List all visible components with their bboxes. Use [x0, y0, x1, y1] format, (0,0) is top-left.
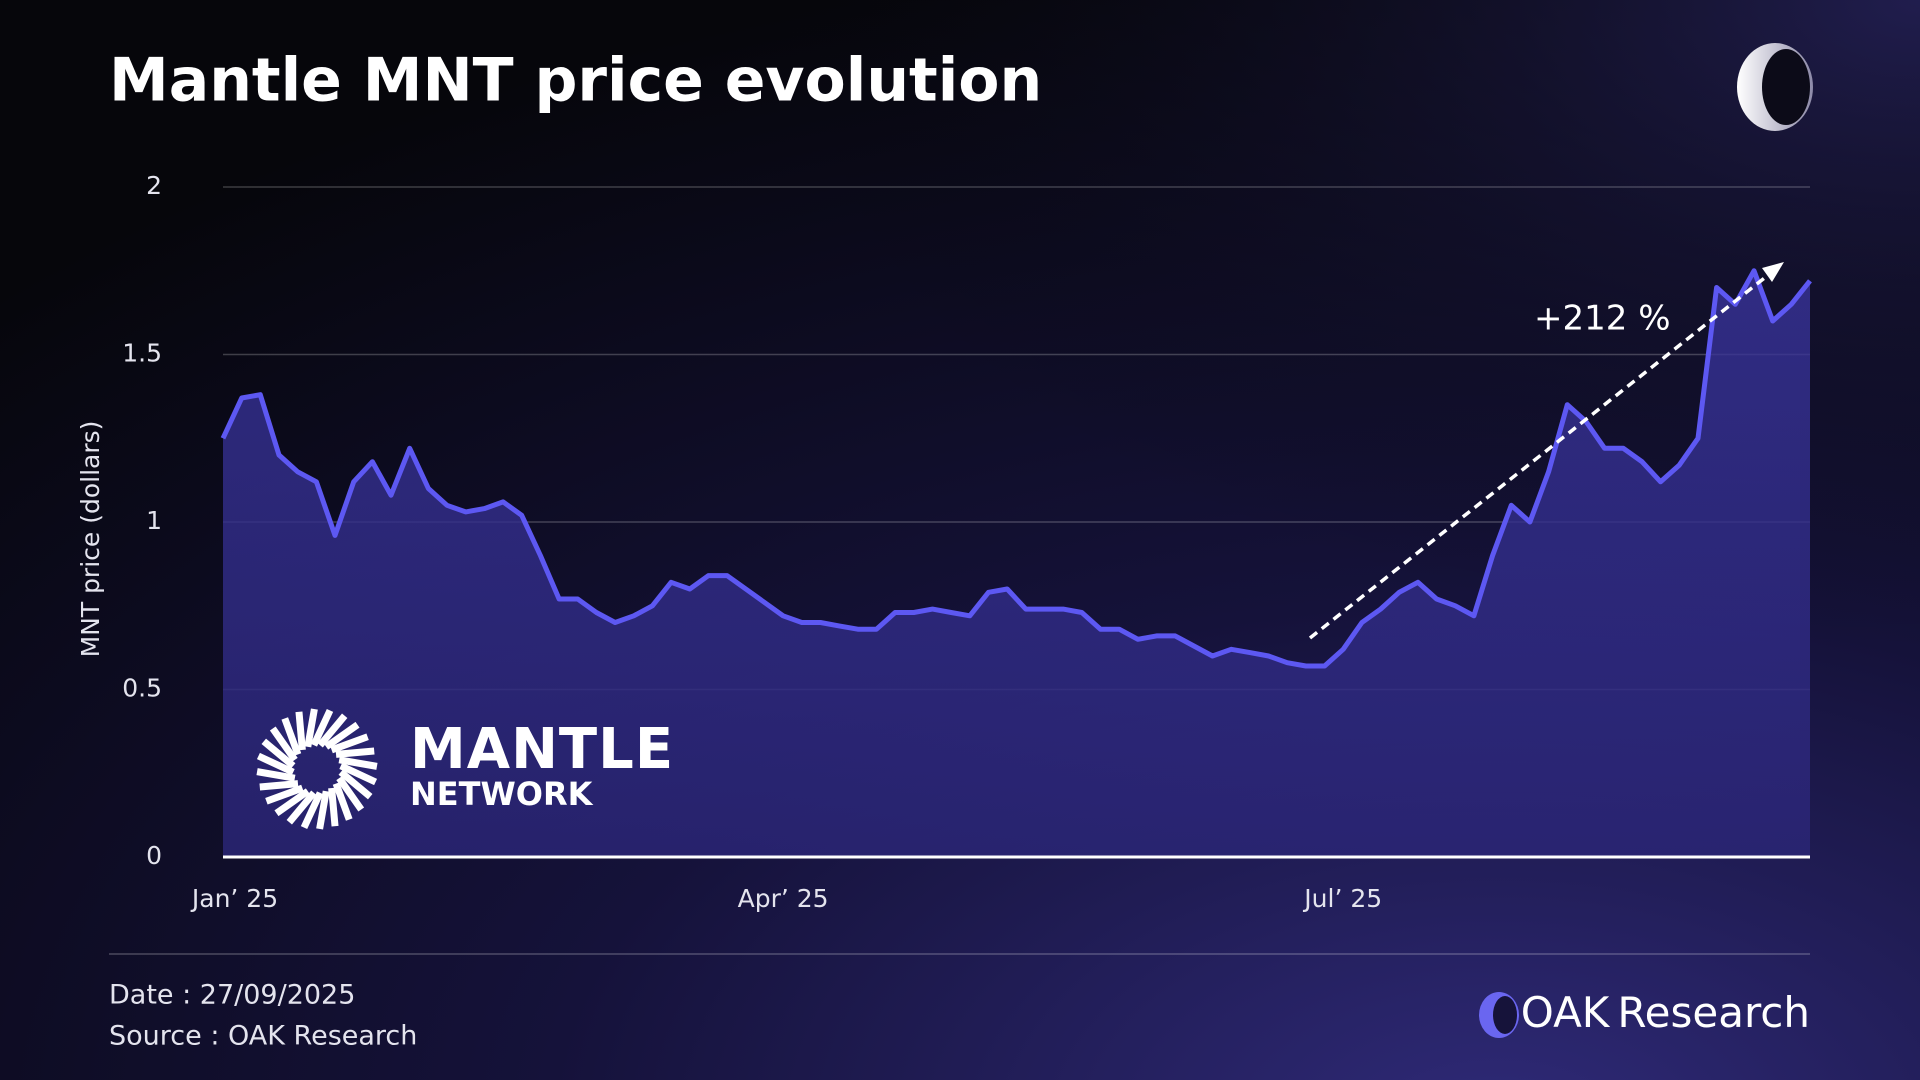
y-tick-label: 1.5: [122, 339, 162, 368]
trend-arrow: [1308, 270, 1774, 640]
arrow-head: [1762, 262, 1784, 282]
y-tick-label: 0: [146, 841, 162, 870]
logo-name: MANTLE: [410, 717, 674, 782]
chart-title: Mantle MNT price evolution: [109, 46, 1042, 116]
brand-a: OAK: [1521, 988, 1611, 1037]
logo-ray: [336, 776, 365, 812]
brand-text: OAK Research: [1521, 988, 1810, 1037]
logo-ray: [269, 726, 298, 762]
logo-ray: [304, 708, 318, 748]
brand-logo: [1479, 992, 1519, 1038]
logo-ray: [332, 782, 353, 821]
logo-ray: [324, 721, 360, 750]
logo-ray: [256, 752, 295, 776]
brand-b: Research: [1617, 988, 1810, 1037]
logo-ray: [265, 784, 304, 805]
logo-ray: [338, 756, 378, 770]
logo-ray: [286, 790, 317, 825]
logo-ray: [259, 780, 299, 791]
logo-ray: [256, 768, 296, 782]
logo-ray: [281, 717, 302, 756]
price-line: [220, 268, 1812, 669]
footer-source: Source : OAK Research: [109, 1021, 417, 1052]
logo-ray: [316, 790, 330, 830]
logo-ray: [335, 747, 375, 758]
y-tick-label: 1: [146, 506, 162, 535]
logo-ray: [295, 711, 306, 751]
oak-logo: [1737, 43, 1813, 131]
logo-subname: NETWORK: [410, 775, 594, 813]
logo-ray: [317, 713, 348, 748]
logo-ray: [339, 762, 378, 786]
plot-area: 0 0.5 1 1.5 2 Jan’ 25 Apr’ 25 Jul’ 25: [122, 171, 1812, 913]
mantle-logo: [256, 708, 378, 830]
x-tick-label: Jul’ 25: [1302, 884, 1382, 913]
logo-ray: [328, 787, 339, 827]
logo-ray: [330, 733, 369, 754]
logo-ray: [310, 708, 334, 747]
y-axis-label: MNT price (dollars): [76, 421, 105, 658]
logo-ray: [261, 738, 296, 769]
area: [223, 270, 1810, 857]
x-tick-label: Jan’ 25: [190, 884, 278, 913]
x-tick-label: Apr’ 25: [738, 884, 829, 913]
logo-ray: [274, 788, 310, 817]
y-tick-label: 2: [146, 171, 162, 200]
y-tick-label: 0.5: [122, 674, 162, 703]
annotation: +212 %: [1534, 299, 1671, 339]
logo-ray: [300, 791, 324, 830]
footer-date: Date : 27/09/2025: [109, 980, 355, 1011]
logo-ray: [338, 769, 373, 800]
